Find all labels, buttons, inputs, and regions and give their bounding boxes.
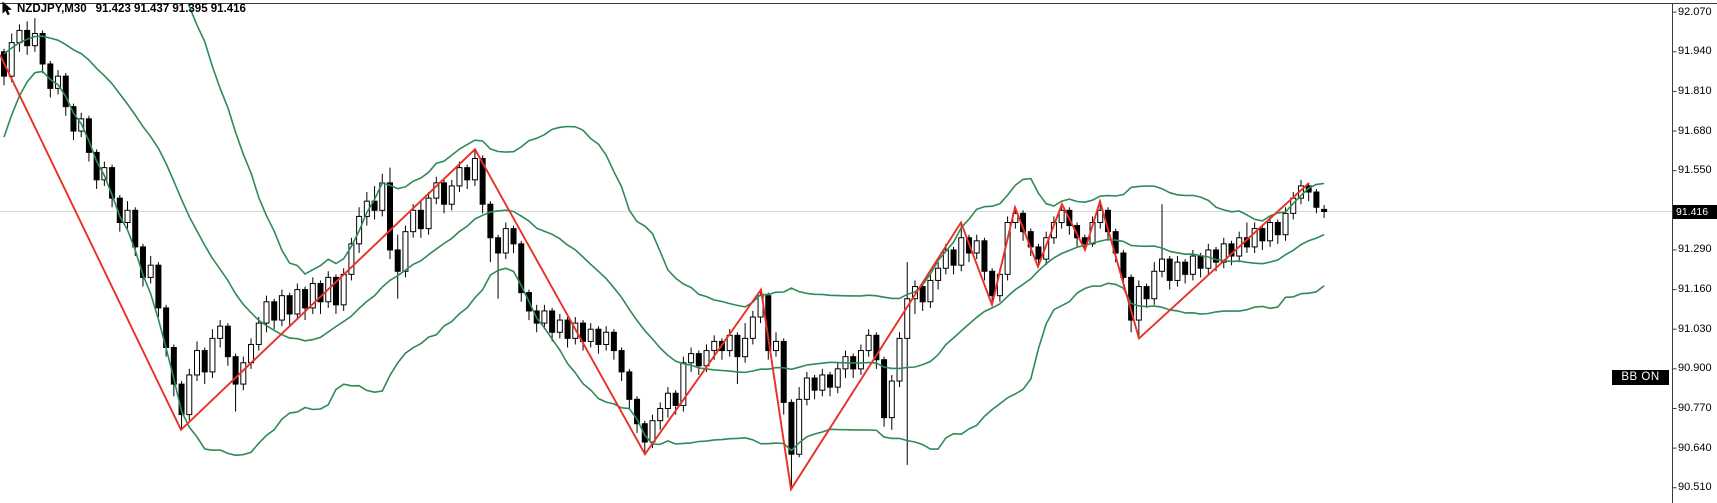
bollinger-middle xyxy=(3,35,1325,374)
plot-area xyxy=(0,4,1672,492)
current-price-badge: 91.416 xyxy=(1673,204,1717,219)
bb-toggle-badge: BB ON xyxy=(1612,370,1669,385)
chart-title: NZDJPY,M30 91.423 91.437 91.395 91.416 xyxy=(17,3,246,17)
zigzag-line xyxy=(0,54,1310,492)
ohlc-quote-label: 91.423 91.437 91.395 91.416 xyxy=(95,3,246,15)
symbol-period-label: NZDJPY,M30 xyxy=(17,3,87,15)
bollinger-layer xyxy=(3,4,1325,457)
cursor-arrow-icon xyxy=(2,1,12,16)
candles-layer xyxy=(1,18,1328,490)
bollinger-lower xyxy=(3,70,1325,457)
bollinger-upper xyxy=(187,4,1325,308)
